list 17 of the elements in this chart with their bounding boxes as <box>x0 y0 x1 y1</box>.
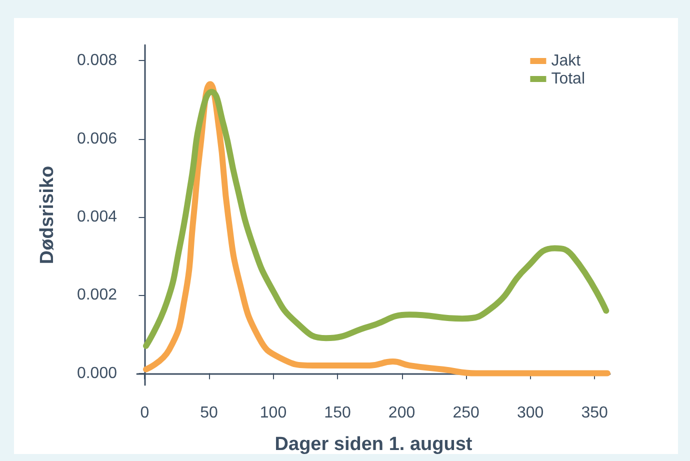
legend-label: Jakt <box>551 52 582 70</box>
x-axis-title: Dager siden 1. august <box>274 434 473 455</box>
x-tick-label: 350 <box>581 404 608 422</box>
x-tick-label: 150 <box>324 404 351 422</box>
y-tick-label: 0.006 <box>76 130 118 148</box>
y-tick-label: 0.000 <box>76 364 118 382</box>
x-tick-label: 50 <box>200 404 218 422</box>
y-tick-label: 0.002 <box>76 286 118 304</box>
x-tick-label: 250 <box>452 404 480 422</box>
x-tick-label: 300 <box>516 404 544 422</box>
x-tick-label: 100 <box>260 404 287 422</box>
y-axis-title: Dødsrisiko <box>37 166 58 264</box>
y-tick-label: 0.004 <box>76 208 118 226</box>
legend-label: Total <box>551 70 585 88</box>
y-tick-label: 0.008 <box>76 52 118 70</box>
x-tick-label: 0 <box>140 404 150 422</box>
x-tick-label: 200 <box>388 404 416 422</box>
